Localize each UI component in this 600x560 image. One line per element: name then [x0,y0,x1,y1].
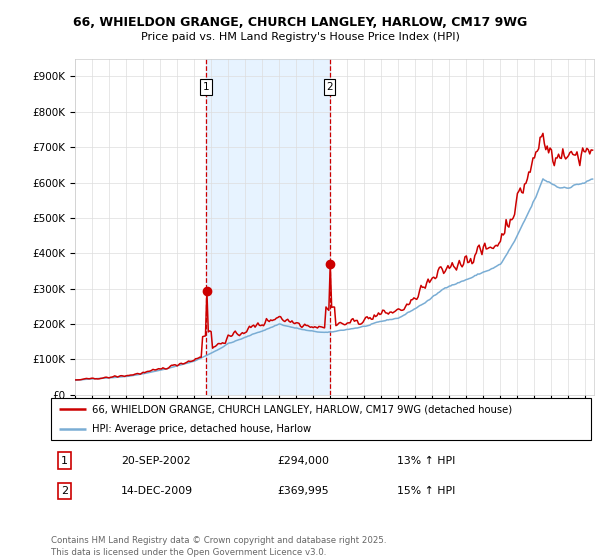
Text: 13% ↑ HPI: 13% ↑ HPI [397,456,455,465]
Text: 1: 1 [203,82,209,92]
Text: 15% ↑ HPI: 15% ↑ HPI [397,486,455,496]
Text: £294,000: £294,000 [278,456,330,465]
Text: 2: 2 [326,82,333,92]
Text: Contains HM Land Registry data © Crown copyright and database right 2025.
This d: Contains HM Land Registry data © Crown c… [51,536,386,557]
Text: £369,995: £369,995 [278,486,329,496]
Text: 66, WHIELDON GRANGE, CHURCH LANGLEY, HARLOW, CM17 9WG (detached house): 66, WHIELDON GRANGE, CHURCH LANGLEY, HAR… [91,404,512,414]
Text: Price paid vs. HM Land Registry's House Price Index (HPI): Price paid vs. HM Land Registry's House … [140,32,460,43]
Text: 1: 1 [61,456,68,465]
Text: 2: 2 [61,486,68,496]
Text: HPI: Average price, detached house, Harlow: HPI: Average price, detached house, Harl… [91,424,311,434]
Text: 66, WHIELDON GRANGE, CHURCH LANGLEY, HARLOW, CM17 9WG: 66, WHIELDON GRANGE, CHURCH LANGLEY, HAR… [73,16,527,29]
Text: 20-SEP-2002: 20-SEP-2002 [121,456,191,465]
Bar [206,59,329,395]
Text: 14-DEC-2009: 14-DEC-2009 [121,486,193,496]
